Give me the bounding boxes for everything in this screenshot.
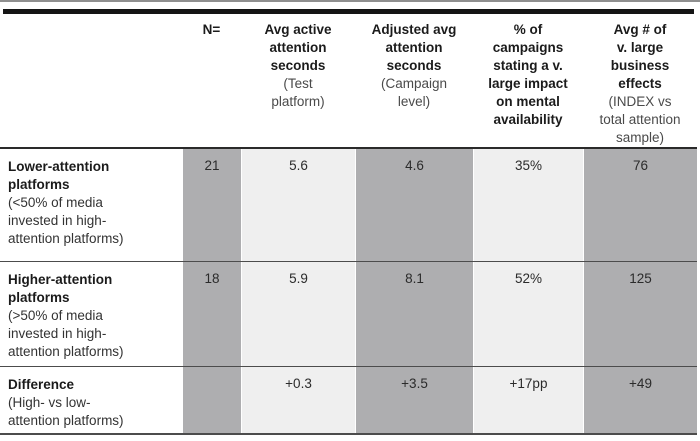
row-title: Difference — [8, 377, 75, 392]
column-header-pct-campaigns-mental-availability: % of campaigns stating a v. large impact… — [473, 14, 583, 147]
cell-value: +49 — [583, 367, 697, 433]
column-header-adjusted-avg-attention: Adjusted avg attention seconds (Campaign… — [355, 14, 473, 147]
row-label-cell: Higher-attention platforms (>50% of medi… — [0, 262, 182, 366]
cell-value: 18 — [182, 262, 241, 366]
column-header-subtext: (Campaign level) — [380, 76, 448, 109]
row-title: Lower-attention platforms — [8, 159, 110, 192]
column-header-avg-active-attention: Avg active attention seconds (Test platf… — [241, 14, 355, 147]
cell-value: 8.1 — [355, 262, 473, 366]
column-header-subtext: (Test platform) — [271, 76, 325, 109]
cell-value: 125 — [583, 262, 697, 366]
row-label-cell: Lower-attention platforms (<50% of media… — [0, 149, 182, 261]
column-header-label: Avg # of v. large business effects — [610, 22, 670, 91]
attention-platforms-table: N= Avg active attention seconds (Test pl… — [0, 9, 697, 435]
column-header-subtext: (INDEX vs total attention sample) — [599, 94, 681, 145]
cell-value — [182, 367, 241, 433]
cell-value: 5.6 — [241, 149, 355, 261]
column-header-label: Avg active attention seconds — [264, 22, 332, 73]
table-top-rule — [3, 9, 694, 14]
cell-value: 76 — [583, 149, 697, 261]
row-label-cell: Difference (High- vs low- attention plat… — [0, 367, 182, 433]
cell-value: 4.6 — [355, 149, 473, 261]
row-subtitle: (High- vs low- attention platforms) — [8, 395, 124, 428]
column-header-label: % of campaigns stating a v. large impact… — [488, 22, 568, 127]
cell-value: +0.3 — [241, 367, 355, 433]
top-hairline — [0, 0, 700, 2]
row-lower-attention: Lower-attention platforms (<50% of media… — [0, 149, 697, 261]
cell-value: +3.5 — [355, 367, 473, 433]
column-header-n: N= — [182, 14, 241, 147]
row-title: Higher-attention platforms — [8, 272, 113, 305]
column-header-label: N= — [202, 22, 221, 37]
cell-value: +17pp — [473, 367, 583, 433]
row-difference: Difference (High- vs low- attention plat… — [0, 366, 697, 433]
cell-value: 21 — [182, 149, 241, 261]
row-subtitle: (<50% of media invested in high- attenti… — [8, 195, 124, 246]
column-header-avg-large-business-effects: Avg # of v. large business effects (INDE… — [583, 14, 697, 147]
column-header-blank — [0, 14, 182, 147]
row-subtitle: (>50% of media invested in high- attenti… — [8, 308, 124, 359]
table-header-row: N= Avg active attention seconds (Test pl… — [0, 14, 697, 149]
cell-value: 35% — [473, 149, 583, 261]
cell-value: 52% — [473, 262, 583, 366]
row-higher-attention: Higher-attention platforms (>50% of medi… — [0, 261, 697, 366]
cell-value: 5.9 — [241, 262, 355, 366]
column-header-label: Adjusted avg attention seconds — [371, 22, 457, 73]
